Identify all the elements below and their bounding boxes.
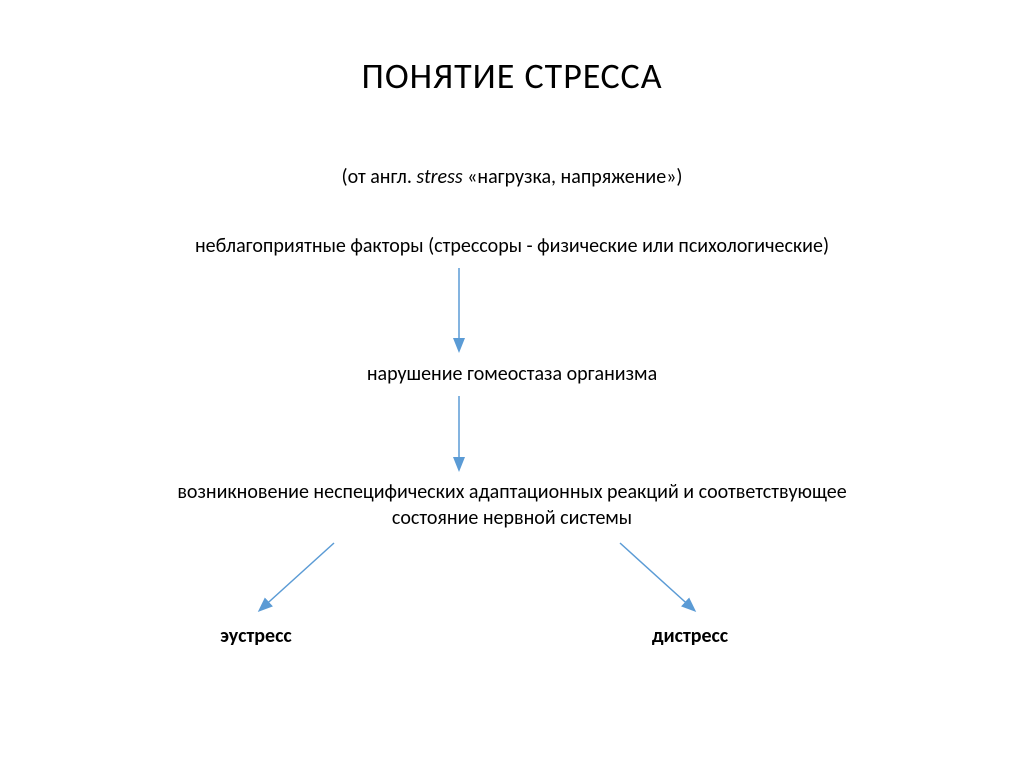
node-reactions-line1: возникновение неспецифических адаптацион… bbox=[0, 480, 1024, 504]
node-reactions-line2: состояние нервной системы bbox=[0, 506, 1024, 530]
diagram-title: ПОНЯТИЕ СТРЕССА bbox=[0, 54, 1024, 98]
node-factors: неблагоприятные факторы (стрессоры - физ… bbox=[55, 234, 969, 258]
diagram-subtitle: (от англ. stress «нагрузка, напряжение») bbox=[0, 165, 1024, 189]
node-homeostasis: нарушение гомеостаза организма bbox=[0, 362, 1024, 386]
subtitle-prefix: (от англ. bbox=[342, 165, 417, 189]
subtitle-suffix: «нагрузка, напряжение») bbox=[463, 165, 683, 189]
node-eustress: эустресс bbox=[176, 624, 336, 648]
subtitle-italic: stress bbox=[416, 165, 462, 189]
node-distress: дистресс bbox=[610, 624, 770, 648]
